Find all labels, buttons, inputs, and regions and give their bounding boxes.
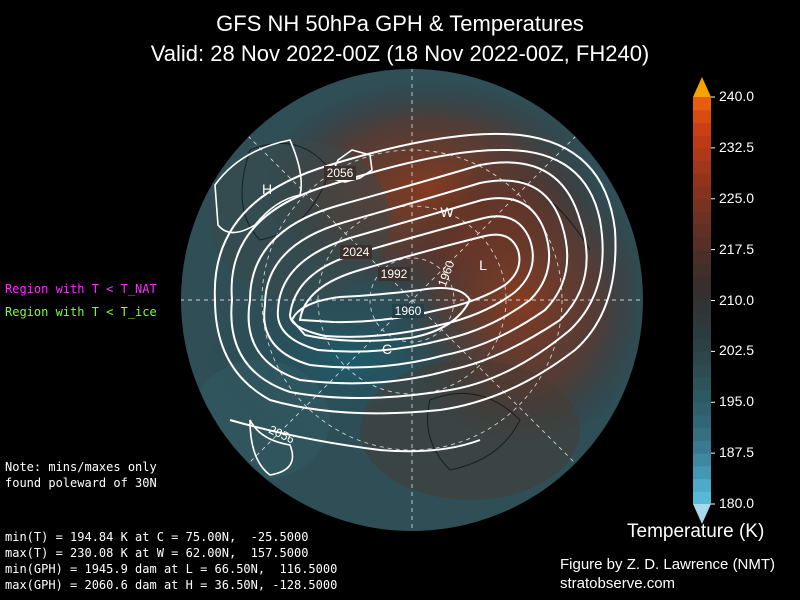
colorbar-segment (693, 160, 711, 174)
stat-max-temperature: max(T) = 230.08 K at W = 62.00N, 157.500… (5, 546, 309, 560)
colorbar-segment (693, 186, 711, 200)
colorbar-segment (693, 453, 711, 467)
note-line-2: found poleward of 30N (5, 476, 157, 490)
contour-label: 2056 (327, 166, 354, 180)
colorbar-segment (693, 173, 711, 187)
stat-min-gph: min(GPH) = 1945.9 dam at L = 66.50N, 116… (5, 562, 338, 576)
colorbar-segment (693, 211, 711, 225)
colorbar-tick-label: 180.0 (719, 495, 755, 511)
map-boundary (179, 67, 645, 533)
contour-label: 2024 (343, 245, 370, 259)
colorbar-segment (693, 122, 711, 136)
figure-title: GFS NH 50hPa GPH & Temperatures (216, 11, 584, 36)
colorbar-segment (693, 338, 711, 352)
colorbar-segment (693, 97, 711, 111)
colorbar-segment (693, 275, 711, 289)
colorbar-tick-label: 217.5 (719, 240, 755, 257)
gph-contours (213, 132, 617, 453)
colorbar-segment (693, 198, 711, 212)
credit-author: Figure by Z. D. Lawrence (NMT) (560, 556, 776, 573)
colorbar-segment (693, 249, 711, 263)
marker-h: H (262, 181, 272, 197)
colorbar-segment (693, 402, 711, 416)
contour-label: 1960 (395, 304, 422, 318)
colorbar-segment (693, 313, 711, 327)
colorbar-title: Temperature (K) (627, 521, 765, 542)
colorbar-segment (693, 236, 711, 251)
marker-w: W (440, 204, 454, 220)
extrema-markers: H W L C (262, 181, 487, 357)
colorbar-segment (693, 440, 711, 454)
colorbar-tick-label: 232.5 (719, 138, 755, 155)
colorbar-tick-label: 187.5 (719, 444, 755, 461)
colorbar-tick-label: 225.0 (719, 189, 755, 206)
figure-subtitle: Valid: 28 Nov 2022-00Z (18 Nov 2022-00Z,… (150, 41, 650, 66)
marker-c: C (382, 341, 392, 357)
colorbar-segment (693, 478, 711, 492)
contour-label: 1992 (381, 267, 408, 281)
colorbar-max-arrow (693, 77, 711, 97)
ice-legend: Region with T < T_ice (5, 305, 157, 319)
nat-legend: Region with T < T_NAT (5, 282, 157, 296)
colorbar-segment (693, 491, 711, 505)
colorbar (693, 77, 715, 524)
colorbar-tick-label: 195.0 (719, 393, 755, 410)
colorbar-min-arrow (693, 504, 711, 524)
colorbar-segment (693, 287, 711, 301)
stat-min-temperature: min(T) = 194.84 K at C = 75.00N, -25.500… (5, 530, 309, 544)
colorbar-segment (693, 414, 711, 429)
marker-l: L (479, 257, 487, 273)
colorbar-tick-label: 240.0 (719, 88, 755, 104)
colorbar-segment (693, 109, 711, 123)
colorbar-segment (693, 262, 711, 276)
colorbar-segment (693, 465, 711, 480)
colorbar-segment (693, 364, 711, 378)
colorbar-tick-label: 210.0 (719, 291, 755, 308)
colorbar-tick-label: 202.5 (719, 342, 755, 359)
graticule (180, 68, 644, 532)
colorbar-segment (693, 147, 711, 162)
credit-website: stratobserve.com (560, 575, 676, 592)
colorbar-segment (693, 224, 711, 238)
note-line-1: Note: mins/maxes only (5, 460, 157, 474)
colorbar-segment (693, 427, 711, 441)
colorbar-segment (693, 389, 711, 403)
colorbar-segment (693, 300, 711, 314)
colorbar-segment (693, 325, 711, 340)
colorbar-segment (693, 135, 711, 149)
colorbar-segment (693, 376, 711, 391)
stat-max-gph: max(GPH) = 2060.6 dam at H = 36.50N, -12… (5, 578, 338, 592)
colorbar-segment (693, 351, 711, 365)
